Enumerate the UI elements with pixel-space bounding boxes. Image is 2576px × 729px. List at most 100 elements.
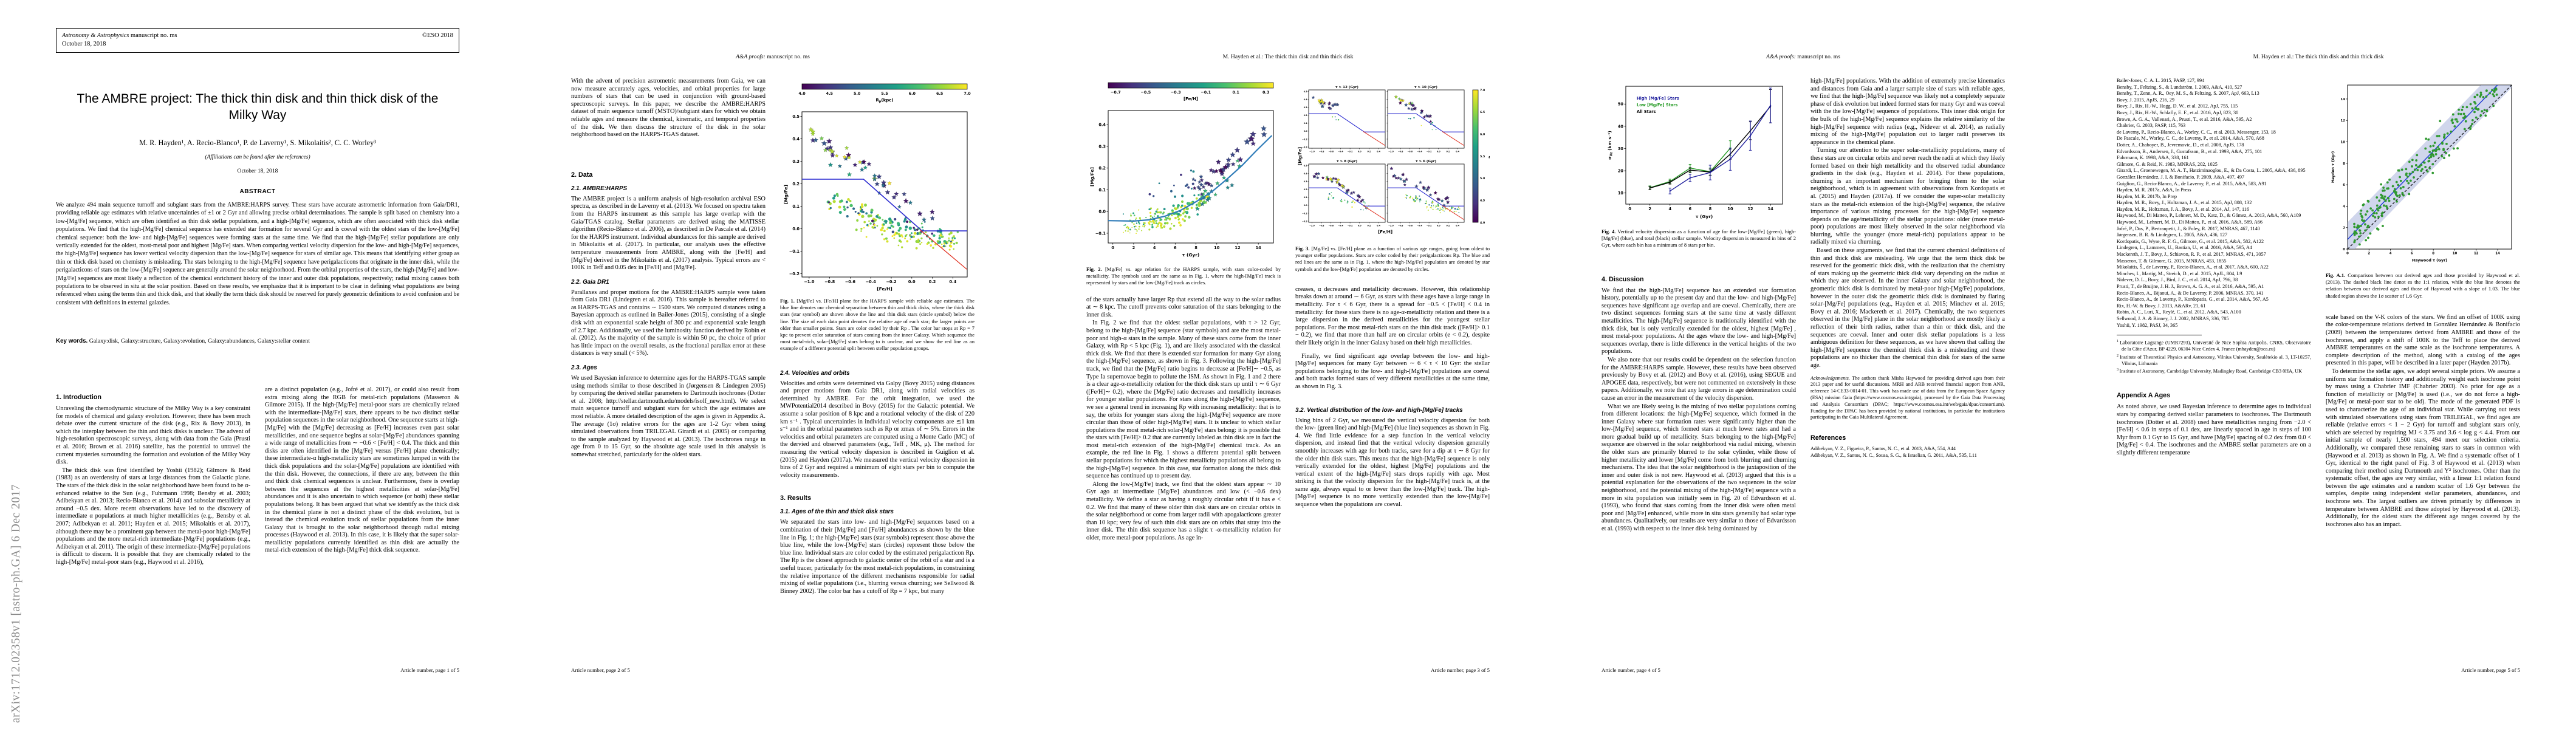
paragraph: Using bins of 2 Gyr, we measured the ver… [1295,417,1490,508]
svg-text:Haywood τ (Gyr): Haywood τ (Gyr) [2412,259,2447,263]
reference-entry: Chabrier, G. 2003, PASP, 115, 763 [2117,123,2186,129]
acknowledgements-label: Acknowledgements. [1810,375,1852,381]
svg-text:0.2: 0.2 [792,182,800,187]
svg-text:2: 2 [2343,227,2345,230]
spacer [1295,348,1490,353]
page-footer: Article number, page 2 of 5 [571,667,630,673]
reference-entry: Adibekyan, V. Z., Figueira, P., Santos, … [1810,446,1956,452]
paragraph: Velocities and orbits were determined vi… [780,380,975,479]
svg-text:Low [Mg/Fe] Stars: Low [Mg/Fe] Stars [1637,103,1677,108]
svg-text:0.2: 0.2 [1367,224,1371,227]
svg-text:−0.2: −0.2 [1302,146,1307,148]
svg-text:0.4: 0.4 [1098,123,1106,128]
reference-entry: Guiglion, G., Recio-Blanco, A., de Laver… [2117,180,2267,187]
svg-text:0.1: 0.1 [792,204,800,209]
reference-entry: Robin, A. C., Luri, X., Reylé, C., et al… [2117,309,2241,315]
figure-block-fig1: 4.0 4.5 5.0 5.5 6.0 6.5 7.0 Rp(kpc) −1.0 −0.8 −0.6… [780,78,975,295]
section-heading: References [1810,434,1846,442]
figure-caption-label: Fig. 1. [780,298,797,304]
svg-text:−0.8: −0.8 [1319,224,1324,227]
section-heading: Appendix A Ages [2117,392,2171,400]
paragraph: Finally, we find significant age overlap… [1295,352,1490,390]
paragraph: To determine the stellar ages, we adopt … [2326,368,2520,528]
svg-text:−0.7: −0.7 [1111,90,1121,95]
svg-text:0.5: 0.5 [1304,91,1308,93]
manuscript-no: manuscript no. ms [129,32,177,39]
reference-entry: Lindegren, L., Lammers, U., Bastian, U.,… [2117,245,2252,251]
svg-text:High [Mg/Fe] Stars: High [Mg/Fe] Stars [1637,96,1679,101]
section-heading: 4. Discussion [1601,275,1644,283]
reference-entry: Bovy, J., Rix, H.-W., Hogg, D. W., et al… [2117,103,2238,109]
paragraph: high-[Mg/Fe] populations. With the addit… [1810,78,2005,146]
reference-entry: Bailer-Jones, C. A. L. 2015, PASP, 127, … [2117,78,2205,83]
reference-entry: Recio-Blanco, A., de Laverny, P., Kordop… [2117,296,2269,303]
running-head: A&A proofs: manuscript no. ms [1601,53,2005,60]
page-3: M. Hayden et al.: The thick thin disk an… [1030,0,1546,729]
text-columns: −0.7 −0.5 −0.3 −0.1 0.1 0.3 [Fe/H] 0 2 4 6 8 10 12 14 −… [1086,78,1490,663]
paragraph: Along the low-[Mg/Fe] track, we find tha… [1086,481,1281,542]
spacer [780,354,975,363]
svg-text:0: 0 [1628,207,1631,211]
svg-text:−1.0: −1.0 [1388,224,1394,227]
page-footer: Article number, page 1 of 5 [400,667,459,673]
subsection-heading: 3.2. Vertical distribution of the low- a… [1295,406,1463,414]
svg-text:−0.1: −0.1 [789,249,800,254]
figure-block-fig3: [Mg/Fe] τ > 12 (Gyr) −1.0 −0.8 −0.6 −0.4 −0.2 0… [1295,78,1490,243]
journal-line: Astronomy & Astrophysics manuscript no. … [62,32,177,40]
svg-text:[Mg/Fe]: [Mg/Fe] [1089,167,1095,187]
svg-text:5.0: 5.0 [1480,177,1485,180]
header-date: October 18, 2018 [62,41,106,47]
paragraph: We separated the stars into low- and hig… [780,519,975,595]
paragraph: We also note that our results could be d… [1601,356,1796,402]
svg-text:50: 50 [1618,102,1624,107]
svg-text:0.5: 0.5 [1304,165,1308,167]
svg-text:−0.4: −0.4 [1338,224,1343,227]
figure-block-fig2: −0.7 −0.5 −0.3 −0.1 0.1 0.3 [Fe/H] 0 2 4 6 8 10 12 14 −… [1086,78,1281,264]
subsection-heading: 2.1. AMBRE:HARPS [571,185,628,192]
section-heading: 2. Data [571,171,593,179]
svg-text:0: 0 [2343,248,2345,252]
svg-text:7.0: 7.0 [1480,89,1485,92]
svg-text:0.0: 0.0 [1098,210,1106,214]
figure-block-fig4: 0 2 4 6 8 10 12 14 10 20 30 40 50 τ (Gyr) σVz (km s⁻¹)… [1601,78,1796,226]
paragraph: Unraveling the chemodynamic structure of… [56,405,250,466]
svg-text:0.2: 0.2 [1446,150,1450,152]
reference-entry: Adibekyan, V. Z., Santos, N. C., Sousa, … [1810,452,1977,458]
svg-text:2: 2 [2368,252,2370,256]
svg-text:0.4: 0.4 [792,137,800,142]
reference-entry: Haywood, M., Lehnert, M. D., Di Matteo, … [2117,219,2263,225]
reference-entry: Bovy, J., Rix, H.-W., Schlafly, E. F., e… [2117,109,2239,115]
running-head-rest: manuscript no. ms [765,53,810,60]
page-4: A&A proofs: manuscript no. ms 0 2 4 6 8 10 12 1… [1546,0,2061,729]
svg-text:−0.1: −0.1 [1095,231,1106,236]
running-head: M. Hayden et al.: The thick thin disk an… [2253,53,2384,60]
reference-entry: Bensby, T., Feltzing, S., & Lundström, I… [2117,84,2242,90]
column-left: Bailer-Jones, C. A. L. 2015, PASP, 127, … [2117,78,2311,663]
text-columns: With the advent of precision astrometric… [571,78,975,663]
svg-text:0.0: 0.0 [908,279,916,284]
abstract-text: We analyze 494 main sequence turnoff and… [56,202,459,306]
running-head: M. Hayden et al.: The thick thin disk an… [1222,53,1354,60]
reference-entry: Minchev, I., Martig, M., Streich, D., et… [2117,270,2242,276]
svg-text:0.3: 0.3 [1304,180,1308,183]
reference-entry: Mackereth, J. T., Bovy, J., Schiavon, R.… [2117,252,2266,258]
svg-text:0.4: 0.4 [1456,150,1460,152]
reference-list: Bailer-Jones, C. A. L. 2015, PASP, 127, … [2117,78,2311,329]
svg-text:0.4: 0.4 [1377,150,1381,152]
svg-text:−1.0: −1.0 [1309,150,1315,152]
paragraph: of the stars actually have larger Rp tha… [1086,296,1281,318]
reference-entry: Hayden, M. R., Holtzman, J. A., Bovy, J.… [2117,206,2249,212]
svg-text:0.0: 0.0 [1358,224,1362,227]
svg-text:4: 4 [2343,205,2345,208]
svg-text:[Fe/H]: [Fe/H] [1378,230,1392,234]
reference-entry: González Hernández, J. I. & Bonifacio, P… [2117,174,2245,180]
svg-text:10: 10 [2453,252,2458,256]
figure-caption-label: Fig. 4. [1601,228,1618,234]
svg-text:6: 6 [2411,252,2413,256]
spacer [1810,421,2005,427]
svg-text:τ > 8 (Gyr): τ > 8 (Gyr) [1337,160,1358,163]
paragraph: Turning our attention to the super solar… [1810,147,2005,246]
svg-text:6: 6 [2343,183,2345,187]
svg-text:4.5: 4.5 [1480,199,1485,202]
spacer [780,480,975,487]
